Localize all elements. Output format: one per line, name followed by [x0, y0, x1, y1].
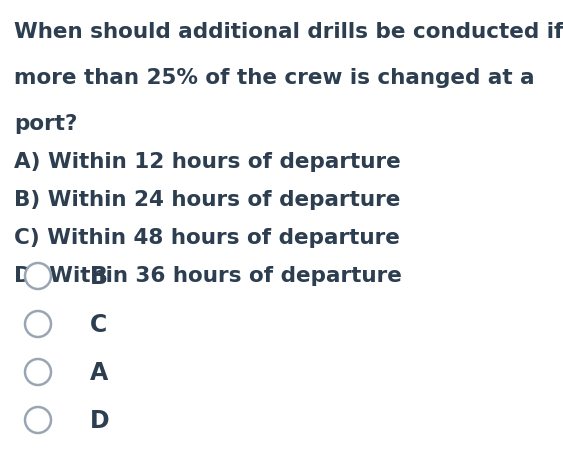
Circle shape: [25, 359, 51, 385]
Circle shape: [25, 311, 51, 337]
Circle shape: [25, 407, 51, 433]
Text: port?: port?: [14, 114, 77, 134]
Text: D: D: [90, 408, 110, 432]
Text: more than 25% of the crew is changed at a: more than 25% of the crew is changed at …: [14, 68, 535, 88]
Text: A: A: [90, 360, 108, 384]
Text: C: C: [90, 312, 107, 336]
Text: B) Within 24 hours of departure: B) Within 24 hours of departure: [14, 189, 400, 209]
Text: A) Within 12 hours of departure: A) Within 12 hours of departure: [14, 152, 401, 172]
Text: When should additional drills be conducted if: When should additional drills be conduct…: [14, 22, 563, 42]
Text: D) Within 36 hours of departure: D) Within 36 hours of departure: [14, 266, 402, 286]
Circle shape: [25, 263, 51, 289]
Text: C) Within 48 hours of departure: C) Within 48 hours of departure: [14, 228, 400, 248]
Text: B: B: [90, 265, 108, 288]
